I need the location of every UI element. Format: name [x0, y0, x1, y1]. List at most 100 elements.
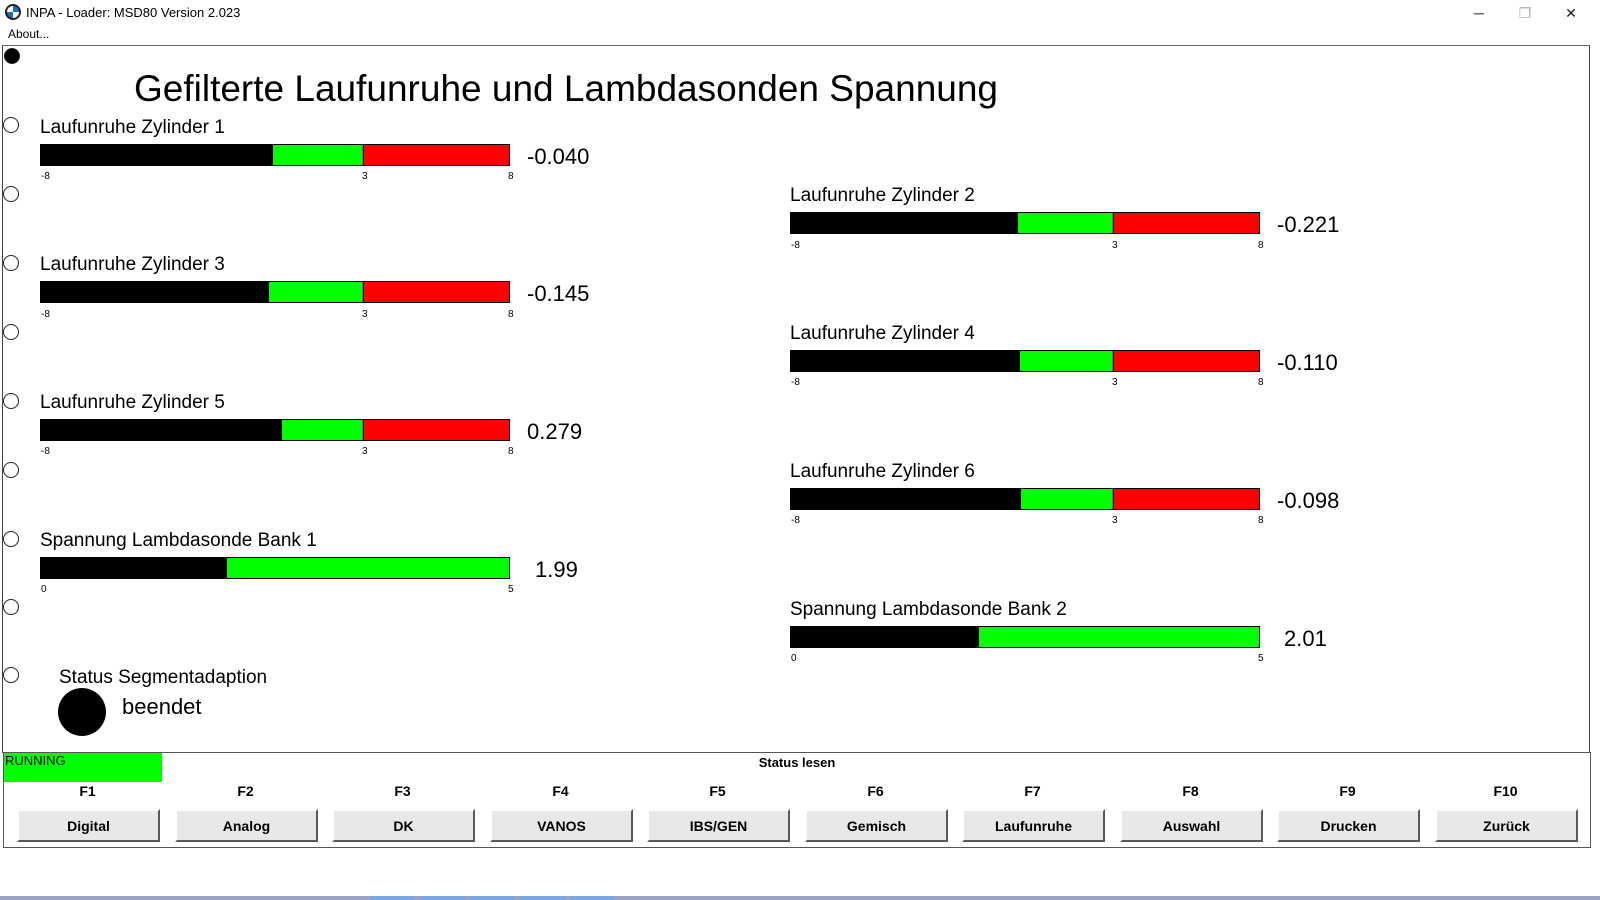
radio-button[interactable]: [3, 599, 19, 615]
gauge-value: 2.01: [1284, 626, 1327, 651]
gauge-threshold: [1112, 213, 1114, 233]
radio-button[interactable]: [3, 462, 19, 478]
tick-min: -8: [791, 515, 800, 526]
gauge-bar: [790, 488, 1260, 510]
menu-bar: About...: [0, 26, 1600, 45]
segment-status-value: beendet: [122, 694, 202, 719]
gauge-indicator: [791, 213, 1018, 233]
gauge-label: Laufunruhe Zylinder 4: [790, 323, 975, 344]
page-title: Gefilterte Laufunruhe und Lambdasonden S…: [134, 68, 999, 109]
gauge-label: Laufunruhe Zylinder 3: [40, 254, 225, 275]
f8-auswahl-button[interactable]: Auswahl: [1120, 809, 1263, 842]
f10-zurueck-button[interactable]: Zurück: [1435, 809, 1578, 842]
tick-min: 0: [791, 653, 797, 664]
taskbar-item[interactable]: [470, 896, 515, 900]
fkey-label: F6: [867, 783, 884, 799]
f3-dk-button[interactable]: DK: [332, 809, 475, 842]
tick-max: 8: [1258, 240, 1264, 251]
mode-label: Status lesen: [758, 755, 836, 770]
gauge-threshold: [362, 420, 364, 440]
gauge-indicator: [41, 282, 270, 302]
bmw-logo-icon[interactable]: [5, 4, 21, 20]
radio-button[interactable]: [3, 117, 19, 133]
radio-button[interactable]: [3, 324, 19, 340]
f2-analog-button[interactable]: Analog: [175, 809, 318, 842]
tick-min: -8: [41, 446, 50, 457]
gauge-bar: [790, 212, 1260, 234]
gauge-label: Spannung Lambdasonde Bank 2: [790, 599, 1067, 620]
tick-min: -8: [791, 240, 800, 251]
maximize-button[interactable]: ❐: [1518, 4, 1532, 21]
taskbar-edge: [0, 896, 1600, 900]
taskbar-item[interactable]: [520, 896, 565, 900]
f5-ibs-gen-button[interactable]: IBS/GEN: [647, 809, 790, 842]
gauge-value: -0.221: [1277, 212, 1340, 237]
gauge-label: Laufunruhe Zylinder 1: [40, 117, 225, 138]
gauge-threshold: [1112, 351, 1114, 371]
title-bar: INPA - Loader: MSD80 Version 2.023 ─ ❐ ✕: [0, 0, 1600, 26]
gauge-bar: [790, 626, 1260, 648]
fkey-label: F9: [1339, 783, 1356, 799]
taskbar-item[interactable]: [570, 896, 615, 900]
segment-status-label: Status Segmentadaption: [59, 667, 268, 688]
gauge-label: Laufunruhe Zylinder 5: [40, 392, 225, 413]
fkey-label: F2: [237, 783, 254, 799]
gauge-value: -0.145: [527, 281, 590, 306]
gauge-bar: [40, 144, 510, 166]
tick-threshold: 3: [1112, 240, 1118, 251]
tick-min: 0: [41, 584, 47, 595]
gauge-threshold: [362, 145, 364, 165]
tick-threshold: 3: [362, 309, 368, 320]
gauge-indicator: [41, 558, 228, 578]
f7-laufunruhe-button[interactable]: Laufunruhe: [962, 809, 1105, 842]
window-title: INPA - Loader: MSD80 Version 2.023: [26, 5, 241, 20]
tick-min: -8: [41, 171, 50, 182]
taskbar-item[interactable]: [370, 896, 415, 900]
gauge-indicator: [791, 351, 1021, 371]
gauge-value: 0.279: [527, 419, 583, 444]
f6-gemisch-button[interactable]: Gemisch: [805, 809, 948, 842]
radio-button-selected[interactable]: [4, 48, 20, 64]
f9-drucken-button[interactable]: Drucken: [1277, 809, 1420, 842]
tick-min: -8: [41, 309, 50, 320]
radio-button[interactable]: [3, 186, 19, 202]
radio-button[interactable]: [3, 531, 19, 547]
f1-digital-button[interactable]: Digital: [17, 809, 160, 842]
close-button[interactable]: ✕: [1565, 4, 1577, 21]
gauge-bar: [40, 419, 510, 441]
client-area: [2, 45, 1590, 753]
fkey-label: F8: [1182, 783, 1199, 799]
gauge-indicator: [41, 420, 283, 440]
tick-max: 8: [508, 309, 514, 320]
tick-threshold: 3: [1112, 515, 1118, 526]
gauge-bar: [40, 281, 510, 303]
radio-button[interactable]: [3, 667, 19, 683]
gauge-indicator: [41, 145, 273, 165]
fkey-label: F4: [552, 783, 569, 799]
gauge-value: 1.99: [535, 557, 578, 582]
minimize-button[interactable]: ─: [1474, 5, 1484, 21]
status-indicator-icon: [58, 688, 106, 736]
radio-button[interactable]: [3, 255, 19, 271]
fkey-label: F10: [1493, 783, 1518, 799]
gauge-threshold: [1112, 489, 1114, 509]
gauge-value: -0.110: [1277, 350, 1338, 375]
gauge-indicator: [791, 627, 980, 647]
fkey-label: F3: [394, 783, 411, 799]
gauge-threshold: [362, 282, 364, 302]
tick-max: 8: [508, 446, 514, 457]
f4-vanos-button[interactable]: VANOS: [490, 809, 633, 842]
radio-button[interactable]: [3, 393, 19, 409]
tick-threshold: 3: [362, 171, 368, 182]
gauge-indicator: [791, 489, 1022, 509]
gauge-value: -0.098: [1277, 488, 1340, 513]
tick-threshold: 3: [1112, 377, 1118, 388]
running-status-badge: RUNNING: [4, 753, 162, 782]
tick-max: 8: [1258, 515, 1264, 526]
gauge-bar: [40, 557, 510, 579]
tick-min: -8: [791, 377, 800, 388]
taskbar-item[interactable]: [420, 896, 465, 900]
menu-about[interactable]: About...: [8, 27, 50, 41]
gauge-label: Laufunruhe Zylinder 6: [790, 461, 975, 482]
tick-max: 8: [1258, 377, 1264, 388]
